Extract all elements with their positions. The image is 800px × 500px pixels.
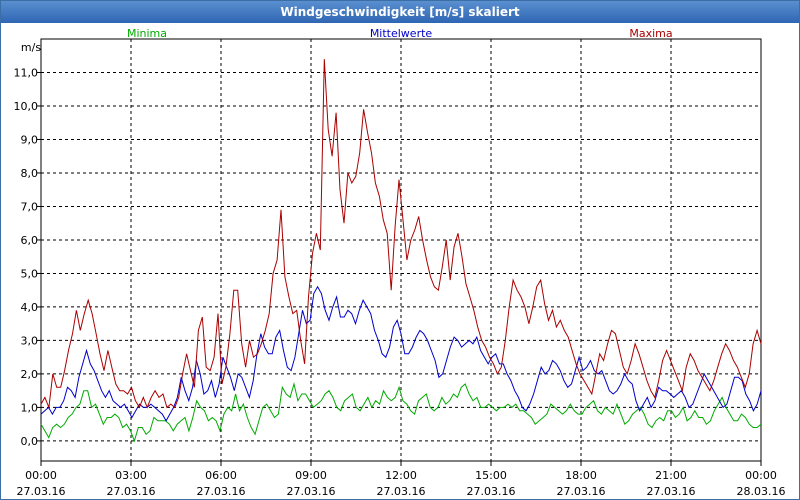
x-tick-date: 27.03.16 [197,485,246,498]
series-line-mittelwerte [40,285,762,422]
y-tick-label: 5,0 [21,267,39,280]
x-tick-time: 18:00 [565,469,597,482]
x-tick-time: 09:00 [295,469,327,482]
x-tick-time: 21:00 [655,469,687,482]
x-tick-time: 00:00 [745,469,777,482]
x-tick-time: 03:00 [115,469,147,482]
y-axis-label: m/s [21,41,41,54]
series-line-maxima [40,59,762,409]
x-axis: 00:00 27.03.16 03:00 27.03.16 06:00 27.03.16 0… [17,461,786,498]
legend-mittelwerte: Mittelwerte [370,27,433,40]
y-tick-label: 8,0 [21,167,39,180]
y-tick-label: 10,0 [14,100,39,113]
window-title: Windgeschwindigkeit [m/s] skaliert [1,1,799,23]
legend-maxima: Maxima [629,27,672,40]
y-tick-label: 7,0 [21,200,39,213]
y-axis: 0,0 1,0 2,0 3,0 4,0 5,0 6,0 7,0 8,0 9,0 10,0 11,0 [14,66,41,448]
grid [41,39,761,461]
x-tick-time: 12:00 [385,469,417,482]
series-layer [40,59,762,443]
x-tick-time: 06:00 [205,469,237,482]
y-tick-label: 6,0 [21,234,39,247]
x-tick-time: 15:00 [475,469,507,482]
x-tick-date: 27.03.16 [287,485,336,498]
y-tick-label: 9,0 [21,133,39,146]
legend-minima: Minima [127,27,167,40]
x-tick-date: 28.03.16 [737,485,786,498]
y-tick-label: 1,0 [21,401,39,414]
y-tick-label: 11,0 [14,66,39,79]
x-tick-time: 00:00 [25,469,57,482]
x-tick-date: 27.03.16 [647,485,696,498]
x-tick-date: 27.03.16 [107,485,156,498]
y-tick-label: 3,0 [21,334,39,347]
wind-speed-chart: 0,0 1,0 2,0 3,0 4,0 5,0 6,0 7,0 8,0 9,0 10,0 11,0 0… [14,27,786,498]
y-tick-label: 0,0 [21,435,39,448]
x-tick-date: 27.03.16 [377,485,426,498]
x-tick-date: 27.03.16 [17,485,66,498]
x-tick-date: 27.03.16 [557,485,606,498]
y-tick-label: 4,0 [21,301,39,314]
x-tick-date: 27.03.16 [467,485,516,498]
y-tick-label: 2,0 [21,368,39,381]
